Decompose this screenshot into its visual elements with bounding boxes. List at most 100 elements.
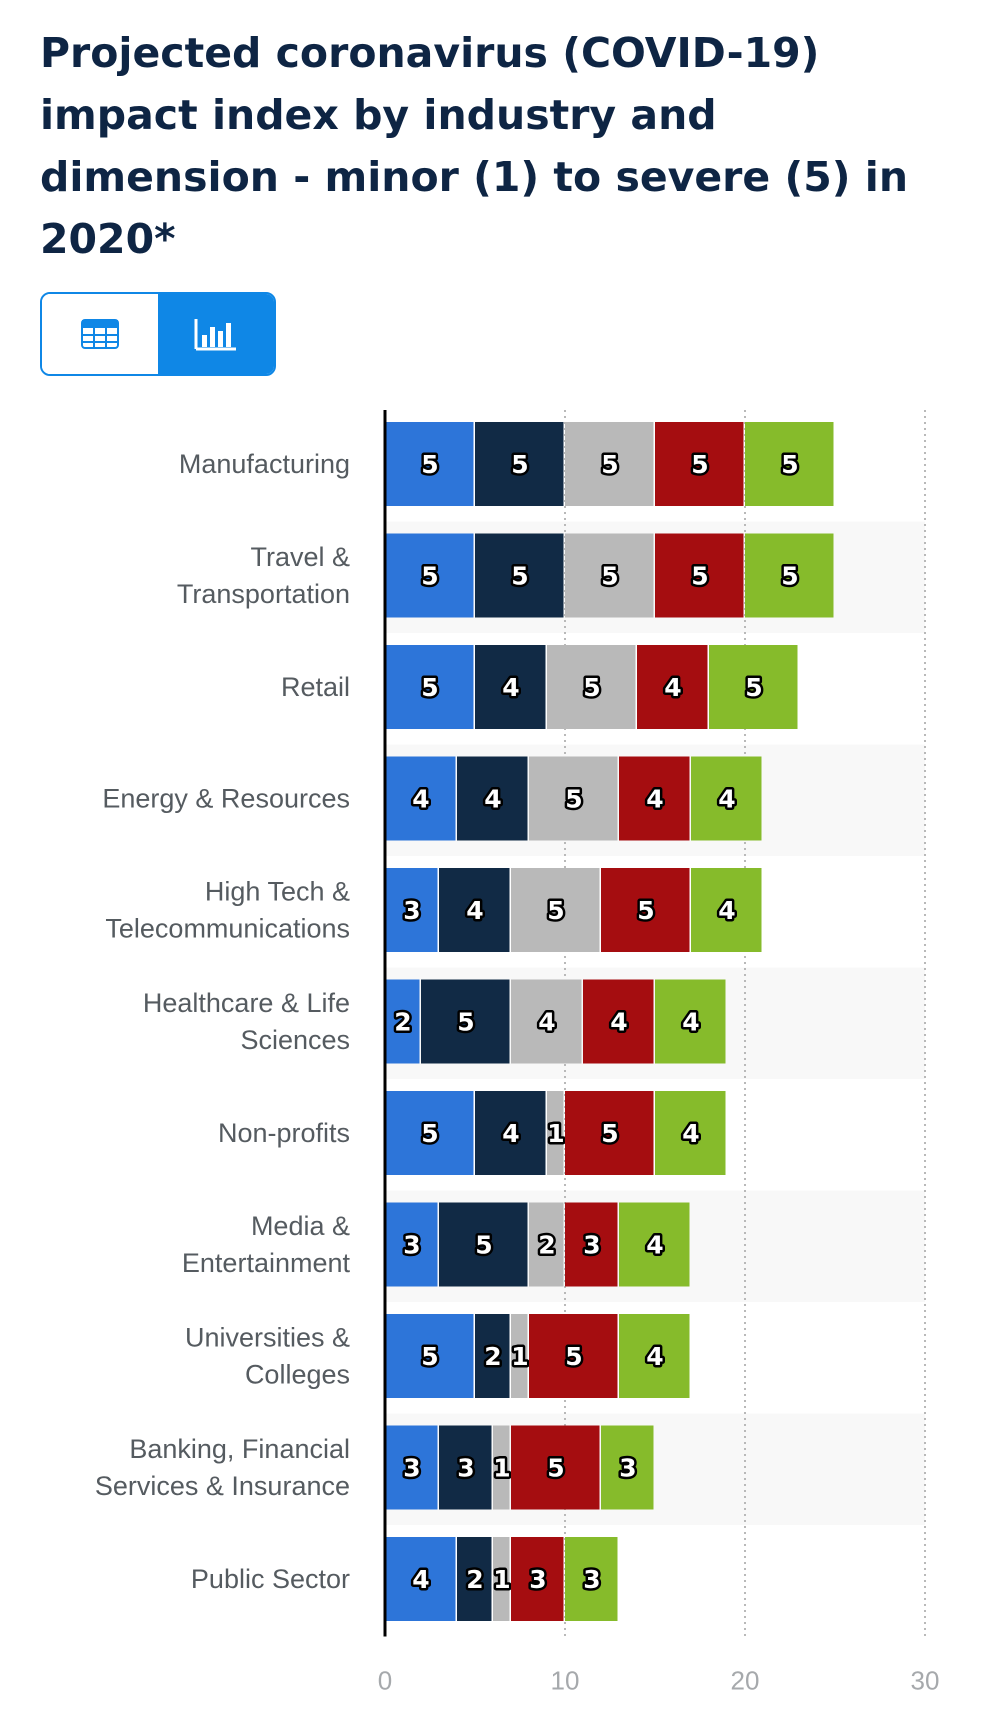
bar-segment [655, 1091, 726, 1175]
data-label: 5 [421, 450, 438, 479]
category-label: High Tech & [205, 877, 350, 907]
category-label: Entertainment [182, 1248, 351, 1278]
bar-segment [565, 1537, 618, 1621]
data-label: 4 [412, 785, 429, 814]
bar-segment [457, 756, 528, 841]
data-label: 5 [583, 673, 600, 702]
bar-segment [385, 1314, 474, 1398]
table-icon [81, 319, 119, 349]
data-label: 4 [646, 1342, 663, 1371]
data-label: 4 [502, 1119, 519, 1148]
data-label: 5 [781, 562, 798, 591]
data-label: 4 [682, 1119, 699, 1148]
data-label: 5 [601, 450, 618, 479]
data-label: 4 [718, 785, 735, 814]
category-label: Transportation [177, 579, 350, 609]
bar-segment [547, 645, 636, 729]
data-label: 5 [457, 1008, 474, 1037]
category-label: Services & Insurance [95, 1471, 350, 1501]
data-label: 5 [691, 562, 708, 591]
data-label: 2 [538, 1231, 555, 1260]
bar-segment [619, 1314, 690, 1398]
bar-chart-icon [194, 319, 236, 351]
x-tick-label: 30 [911, 1666, 940, 1696]
data-label: 5 [691, 450, 708, 479]
data-label: 5 [637, 896, 654, 925]
data-label: 5 [601, 1119, 618, 1148]
bar-segment [475, 422, 564, 506]
bar-segment [475, 1091, 546, 1175]
bar-segment [565, 533, 654, 618]
category-label: Healthcare & Life [143, 988, 350, 1018]
category-label: Telecommunications [105, 914, 350, 944]
bar-segment [475, 1314, 510, 1398]
data-label: 2 [484, 1342, 501, 1371]
bar-segment [385, 979, 420, 1064]
data-label: 3 [583, 1231, 600, 1260]
bar-segment [691, 868, 762, 952]
bar-segment [385, 422, 474, 506]
category-label: Colleges [245, 1360, 350, 1390]
bar-segment [691, 756, 762, 841]
bar-segment [475, 645, 546, 729]
category-label: Non-profits [218, 1118, 350, 1148]
bar-segment [493, 1537, 510, 1621]
category-label: Retail [281, 672, 350, 702]
bar-segment [637, 645, 708, 729]
bar-segment [439, 1425, 492, 1510]
bar-segment [493, 1425, 510, 1510]
bar-segment [655, 533, 744, 618]
bar-segment [583, 979, 654, 1064]
bar-segment [511, 868, 600, 952]
x-tick-label: 10 [551, 1666, 580, 1696]
x-tick-label: 20 [731, 1666, 760, 1696]
category-label: Universities & [185, 1323, 350, 1353]
bar-segment [565, 422, 654, 506]
bar-segment [655, 979, 726, 1064]
data-label: 5 [547, 1454, 564, 1483]
x-tick-label: 0 [378, 1666, 392, 1696]
data-label: 4 [610, 1008, 627, 1037]
bar-segment [385, 645, 474, 729]
category-label: Energy & Resources [102, 784, 350, 814]
chart-view-button[interactable] [158, 294, 274, 374]
data-label: 3 [529, 1565, 546, 1594]
bar-segment [601, 1425, 654, 1510]
data-label: 5 [745, 673, 762, 702]
data-label: 5 [511, 450, 528, 479]
data-label: 5 [421, 1119, 438, 1148]
data-label: 1 [511, 1342, 528, 1371]
bar-segment [385, 1202, 438, 1287]
bar-segment [511, 1314, 528, 1398]
bar-segment [439, 1202, 528, 1287]
data-label: 2 [394, 1008, 411, 1037]
data-label: 4 [682, 1008, 699, 1037]
data-label: 4 [718, 896, 735, 925]
data-label: 4 [646, 785, 663, 814]
data-label: 4 [412, 1565, 429, 1594]
data-label: 1 [493, 1565, 510, 1594]
table-view-button[interactable] [42, 294, 158, 374]
bar-segment [385, 1537, 456, 1621]
view-toggle [40, 292, 276, 376]
data-label: 5 [475, 1231, 492, 1260]
data-label: 4 [484, 785, 501, 814]
bar-segment [385, 1425, 438, 1510]
data-label: 5 [781, 450, 798, 479]
category-label: Travel & [250, 542, 350, 572]
data-label: 5 [601, 562, 618, 591]
bar-segment [745, 422, 834, 506]
category-label: Banking, Financial [129, 1434, 350, 1464]
category-label: Media & [251, 1211, 350, 1241]
bar-segment [385, 868, 438, 952]
data-label: 5 [421, 1342, 438, 1371]
bar-segment [511, 1425, 600, 1510]
data-label: 3 [403, 896, 420, 925]
bar-segment [601, 868, 690, 952]
bar-segment [619, 756, 690, 841]
bar-segment [529, 1202, 564, 1287]
bar-segment [709, 645, 798, 729]
data-label: 5 [547, 896, 564, 925]
bar-segment [565, 1091, 654, 1175]
data-label: 3 [403, 1231, 420, 1260]
